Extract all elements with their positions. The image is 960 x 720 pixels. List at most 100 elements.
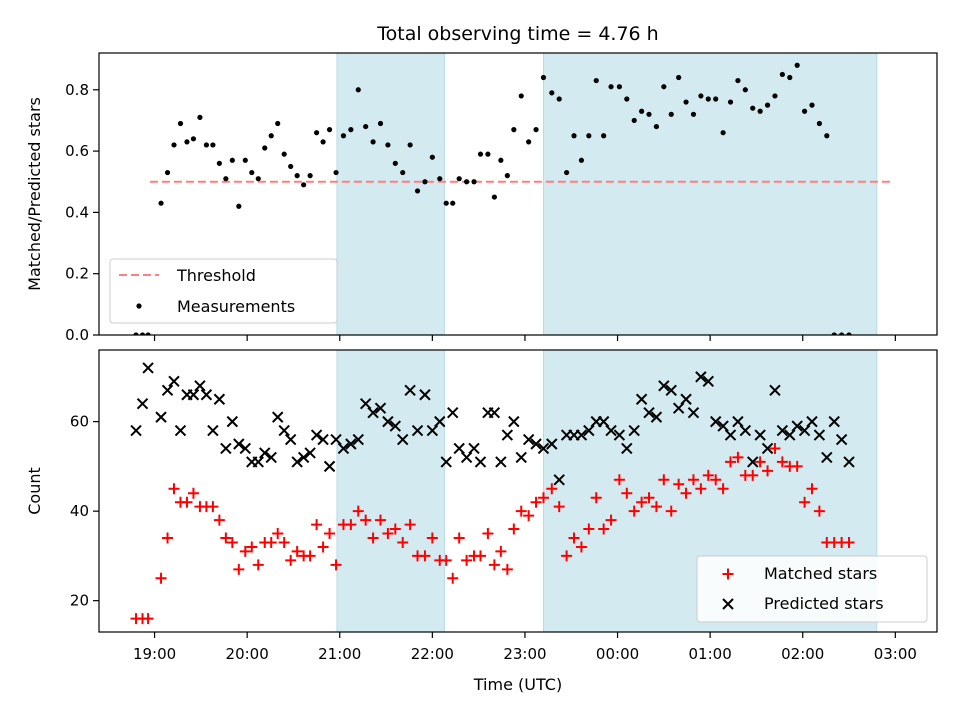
matched-stars-point — [291, 545, 303, 557]
predicted-stars-point — [284, 433, 297, 446]
measurements-point — [348, 127, 354, 133]
matched-stars-point — [360, 514, 372, 526]
matched-stars-point — [495, 545, 507, 557]
predicted-stars-point — [501, 429, 514, 441]
predicted-stars-point — [672, 402, 685, 414]
predicted-stars-point — [495, 456, 507, 468]
predicted-stars-point — [226, 415, 239, 428]
measurements-point — [787, 74, 793, 81]
predicted-stars-point — [291, 456, 303, 468]
measurements-point — [556, 96, 562, 102]
predicted-stars-point — [440, 456, 452, 468]
predicted-stars-point — [575, 429, 588, 441]
legend-matched-swatch — [722, 568, 734, 580]
predicted-stars-point — [460, 451, 473, 464]
measurements-point — [177, 120, 184, 127]
measurements-point — [333, 169, 339, 176]
predicted-stars-point — [680, 393, 692, 405]
matched-stars-point — [272, 528, 284, 540]
measurements-point — [646, 111, 652, 117]
measurements-point — [593, 77, 599, 84]
matched-stars-point — [546, 483, 558, 495]
top-panel: 0.0 0.2 0.4 0.6 0.8 Matched/Predicted stars Th… — [25, 52, 938, 344]
matched-stars-point — [397, 536, 409, 548]
matched-stars-point — [575, 541, 587, 553]
predicted-stars-point — [791, 420, 803, 432]
predicted-stars-point — [220, 442, 232, 455]
predicted-stars-point — [434, 415, 446, 428]
measurements-point — [450, 200, 456, 206]
axes-frame — [98, 349, 938, 633]
predicted-stars-point — [337, 442, 350, 455]
matched-stars-point — [252, 559, 264, 571]
predicted-stars-point — [613, 429, 626, 441]
measurements-point — [203, 142, 210, 148]
matched-stars-point — [710, 474, 722, 486]
matched-stars-point — [636, 496, 648, 508]
measurements-point — [158, 200, 164, 206]
measurements-point — [518, 93, 524, 99]
predicted-stars-point — [754, 429, 766, 441]
predicted-stars-point — [835, 433, 848, 446]
predicted-stars-point — [530, 438, 542, 450]
observing-window-1 — [336, 52, 445, 336]
y-tick-label: 0.6 — [65, 142, 89, 160]
predicted-stars-point — [687, 406, 700, 419]
matched-stars-point — [843, 536, 855, 548]
predicted-stars-point — [635, 393, 648, 405]
measurements-point — [639, 108, 645, 114]
matched-stars-point — [754, 456, 766, 468]
predicted-stars-point — [488, 406, 501, 419]
predicted-stars-point — [798, 424, 811, 437]
predicted-stars-point — [426, 424, 439, 437]
measurements-point — [377, 120, 384, 127]
predicted-stars-point — [747, 456, 759, 468]
matched-stars-point — [142, 613, 154, 625]
matched-stars-point — [791, 460, 803, 472]
matched-stars-point — [806, 483, 818, 495]
measurements-point — [713, 96, 719, 102]
matched-stars-point — [695, 483, 707, 495]
predicted-stars-point — [161, 384, 174, 396]
matched-stars-point — [762, 465, 774, 477]
matched-stars-point — [673, 478, 685, 490]
predicted-stars-point — [447, 406, 459, 419]
legend-threshold-label: Threshold — [176, 266, 256, 285]
measurements-point — [314, 130, 320, 136]
measurements-point — [190, 136, 197, 142]
measurements-point — [355, 87, 361, 93]
measurements-point — [727, 99, 734, 105]
measurements-point — [772, 93, 778, 99]
y-tick-label: 20 — [70, 592, 89, 610]
measurements-point — [385, 142, 391, 148]
measurements-point — [236, 203, 242, 209]
matched-stars-point — [813, 505, 825, 517]
measurements-point — [839, 332, 845, 335]
y-axis-label: Count — [25, 467, 44, 515]
matched-stars-point — [304, 550, 316, 562]
predicted-stars-point — [597, 415, 610, 428]
predicted-stars-point — [717, 420, 729, 432]
y-axis-label: Matched/Predicted stars — [25, 97, 44, 291]
matched-stars-point — [583, 523, 595, 535]
matched-stars-point — [367, 532, 379, 544]
predicted-stars-point — [411, 424, 424, 437]
measurements-point — [511, 127, 517, 133]
matched-stars-point — [187, 487, 199, 499]
predicted-stars-point — [323, 460, 336, 473]
predicted-stars-point — [265, 451, 277, 464]
matched-stars-point — [404, 519, 416, 531]
measurements-point — [392, 160, 398, 166]
matched-stars-point — [621, 487, 633, 499]
predicted-stars-point — [806, 415, 818, 428]
predicted-stars-point — [397, 433, 409, 446]
matched-stars-point — [590, 492, 602, 504]
matched-stars-point — [461, 554, 473, 566]
matched-stars-point — [246, 541, 258, 553]
matched-stars-point — [220, 532, 232, 544]
x-tick-label: 21:00 — [318, 645, 361, 663]
measurements-point — [171, 142, 177, 148]
predicted-stars-point — [187, 389, 200, 401]
measurements-point — [549, 90, 555, 96]
matched-stars-point — [389, 523, 401, 535]
